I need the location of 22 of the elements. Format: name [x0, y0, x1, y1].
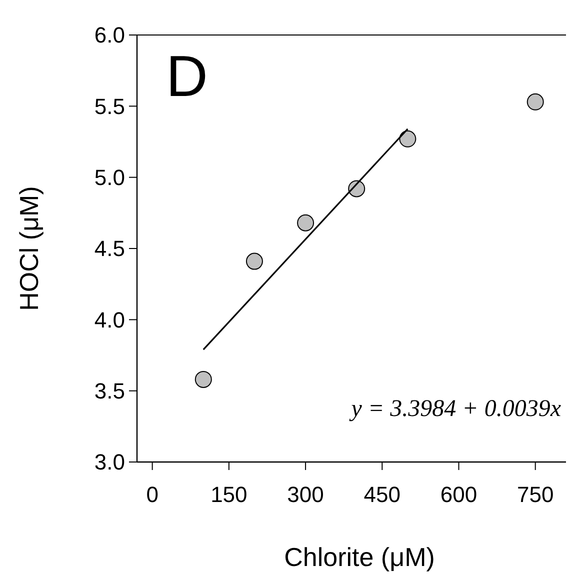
- x-tick-label: 150: [210, 482, 248, 507]
- y-tick-label: 6.0: [94, 22, 125, 48]
- x-tick-label: 750: [517, 482, 554, 507]
- y-tick-label: 3.0: [94, 450, 125, 475]
- point: [399, 130, 416, 148]
- x-tick-label: 0: [146, 482, 158, 507]
- point: [297, 214, 314, 232]
- y-tick-label: 5.5: [94, 94, 125, 119]
- y-tick-label: 3.5: [94, 378, 125, 404]
- y-tick-label: 5.0: [94, 165, 125, 190]
- y-axis-title: HOCl (μM): [14, 186, 44, 311]
- y-tick-label: 4.5: [94, 236, 125, 262]
- point: [526, 93, 544, 110]
- x-axis-title: Chlorite (μM): [284, 542, 435, 572]
- point: [246, 252, 263, 270]
- point: [194, 370, 212, 388]
- x-tick-label: 300: [287, 482, 324, 507]
- y-tick-label: 4.0: [94, 307, 125, 332]
- x-tick-label: 450: [364, 482, 400, 507]
- annotation: D: [166, 44, 208, 109]
- annotation: y = 3.3984 + 0.0039x: [349, 396, 562, 422]
- x-tick-label: 600: [440, 482, 478, 507]
